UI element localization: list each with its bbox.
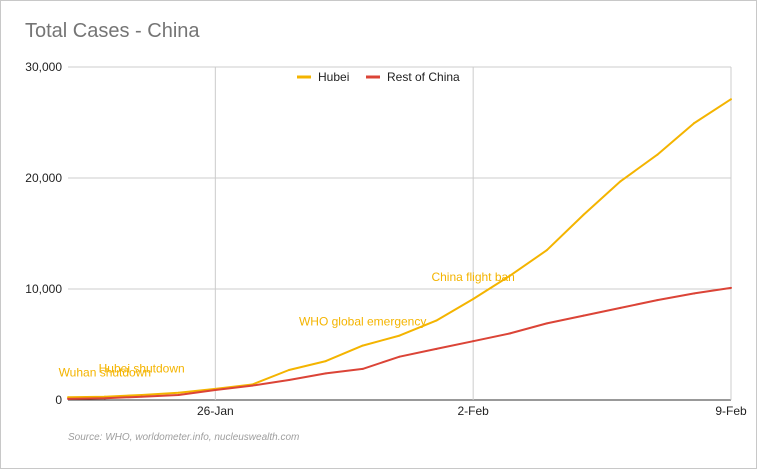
y-tick-label: 0 — [55, 393, 62, 407]
data-point — [509, 274, 511, 277]
data-point — [656, 153, 659, 156]
data-point — [730, 98, 732, 101]
x-tick-label: 9-Feb — [715, 404, 747, 418]
data-point — [582, 314, 585, 317]
data-point — [67, 396, 69, 399]
data-point — [177, 391, 180, 394]
data-point — [177, 394, 180, 397]
data-point — [324, 372, 327, 375]
annotation-label: WHO global emergency — [299, 315, 426, 329]
data-point — [730, 286, 732, 289]
annotation-label: Wuhan shutdown — [59, 366, 152, 380]
data-point — [656, 299, 659, 302]
data-point — [361, 367, 364, 370]
legend-label: Rest of China — [387, 70, 460, 84]
data-point — [140, 395, 143, 398]
data-point — [67, 397, 69, 400]
data-point — [619, 180, 622, 183]
data-point — [472, 340, 475, 343]
grid — [68, 66, 732, 401]
data-point — [398, 355, 401, 358]
y-tick-label: 10,000 — [25, 282, 62, 296]
data-point — [140, 394, 143, 397]
data-point — [472, 297, 475, 300]
legend-label: Hubei — [318, 70, 349, 84]
y-tick-label: 20,000 — [25, 171, 62, 185]
x-tick-label: 2-Feb — [457, 404, 489, 418]
data-point — [435, 347, 438, 350]
data-point — [545, 322, 548, 325]
annotation-label: Hubei shutdown — [99, 361, 185, 375]
x-tick-label: 26-Jan — [197, 404, 234, 418]
data-point — [693, 122, 696, 125]
source-note: Source: WHO, worldometer.info, nucleuswe… — [68, 432, 300, 443]
annotation-label: China flight ban — [431, 270, 514, 284]
data-point — [435, 319, 438, 322]
data-point — [693, 292, 696, 295]
data-point — [509, 332, 511, 335]
data-point — [619, 306, 622, 309]
data-point — [398, 334, 401, 337]
series-line — [67, 286, 732, 400]
data-point — [582, 213, 585, 216]
data-point — [288, 379, 290, 382]
data-point — [361, 344, 364, 347]
data-point — [288, 369, 290, 372]
data-point — [103, 397, 106, 400]
data-point — [251, 384, 254, 387]
data-point — [324, 360, 327, 363]
data-point — [545, 249, 548, 252]
series-line — [67, 98, 732, 399]
data-point — [214, 389, 217, 392]
y-tick-label: 30,000 — [25, 60, 62, 74]
chart-title: Total Cases - China — [25, 20, 200, 42]
axis-ticks: 0 10,000 20,000 30,000 26-Jan 2-Feb 9-Feb — [25, 60, 747, 418]
data-point — [103, 395, 106, 398]
legend: Hubei Rest of China — [297, 70, 460, 84]
series-lines — [67, 98, 732, 400]
